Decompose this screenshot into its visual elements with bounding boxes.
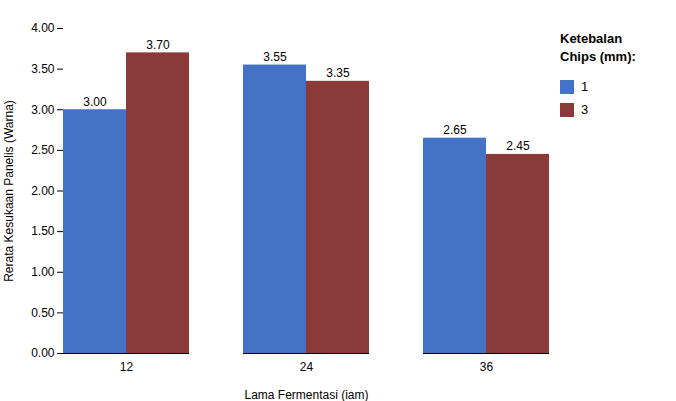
svg-text:12: 12 [120,360,134,374]
svg-text:36: 36 [480,360,494,374]
svg-text:0.00: 0.00 [31,346,55,360]
html-text:1: 1 [581,79,589,95]
svg-text:3.00: 3.00 [31,103,55,117]
svg-text:3.55: 3.55 [263,50,287,64]
svg-text:1.00: 1.00 [31,265,55,279]
html-text:3: 3 [581,102,589,118]
svg-text:2.45: 2.45 [506,139,530,153]
svg-text:0.50: 0.50 [31,306,55,320]
html-text:Chips (mm):: Chips (mm): [560,48,636,64]
svg-text:3.00: 3.00 [83,95,107,109]
svg-text:2.65: 2.65 [443,123,467,137]
svg-text:Lama Fermentasi (iam): Lama Fermentasi (iam) [244,388,368,401]
svg-text:3.35: 3.35 [326,66,350,80]
svg-text:Rerata Kesukaan Panelis (Warna: Rerata Kesukaan Panelis (Warna) [2,100,16,282]
svg-text:3.70: 3.70 [146,38,170,52]
svg-text:2.50: 2.50 [31,143,55,157]
html-text:Ketebalan: Ketebalan [560,31,623,46]
svg-text:3.50: 3.50 [31,62,55,76]
svg-text:1.50: 1.50 [31,224,55,238]
svg-text:24: 24 [300,360,314,374]
svg-text:4.00: 4.00 [31,21,55,35]
svg-text:2.00: 2.00 [31,184,55,198]
